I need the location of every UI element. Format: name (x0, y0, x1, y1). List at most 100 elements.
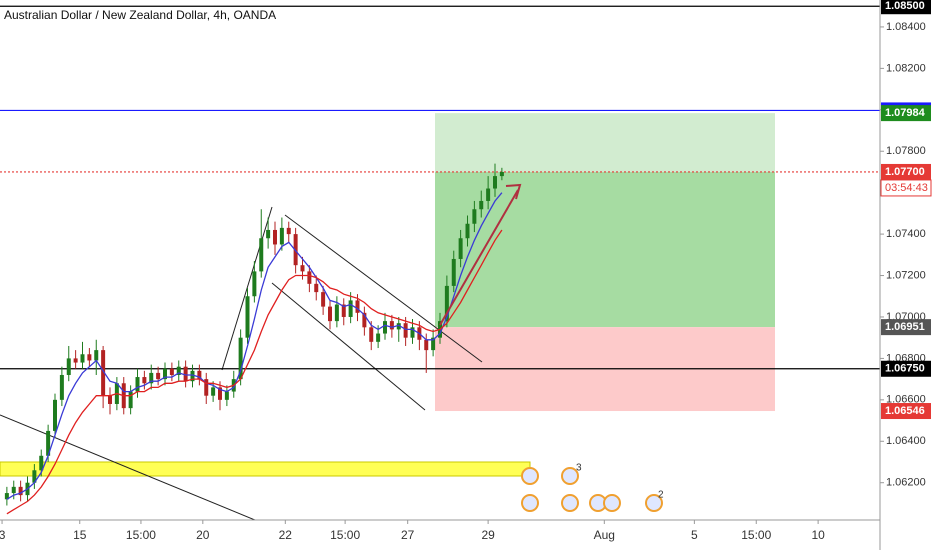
y-tick-label: 1.08200 (886, 62, 926, 74)
candle-body (334, 304, 339, 322)
event-count: 3 (576, 463, 582, 474)
countdown-bg (880, 179, 932, 197)
candle-body (369, 327, 374, 342)
candle-body (46, 430, 51, 456)
candle-body (410, 327, 415, 338)
candle-body (389, 321, 394, 330)
candle-body (245, 296, 250, 338)
price-label: 1.06951 (885, 321, 925, 333)
candle-body (190, 370, 195, 382)
x-tick-label: 3 (0, 528, 6, 542)
event-icon (561, 494, 579, 512)
y-tick-label: 1.07200 (886, 269, 926, 281)
candle-body (108, 395, 112, 404)
candle-body (149, 372, 154, 384)
candle-body (169, 368, 174, 375)
candle-body (273, 229, 277, 245)
price-label-bg (881, 319, 931, 336)
profit-zone-reached (435, 171, 775, 328)
candle-body (300, 265, 305, 272)
candle-body (211, 387, 216, 396)
price-label-bg (881, 163, 931, 180)
candle-body (451, 258, 456, 286)
candle-body (87, 354, 92, 361)
candle-body (197, 370, 202, 380)
candle-body (94, 350, 99, 361)
candle-body (156, 372, 161, 380)
x-tick-label: 15 (73, 528, 87, 542)
price-label-bg (881, 105, 931, 122)
candle-body (493, 176, 497, 189)
channel-lower (271, 282, 426, 411)
y-tick-label: 1.06600 (886, 394, 926, 406)
candle-body (362, 312, 367, 328)
candle-body (286, 227, 291, 235)
candle-body (293, 234, 298, 266)
x-tick-label: 15:00 (330, 528, 360, 542)
candle-body (307, 271, 312, 284)
event-icons: 3 2 (521, 463, 664, 512)
y-tick-label: 1.07400 (886, 228, 926, 240)
candle-body (142, 377, 147, 384)
y-tick-label: 1.07800 (886, 145, 926, 157)
candle-body (472, 209, 477, 224)
candle-body (431, 337, 436, 351)
candle-body (321, 292, 326, 307)
moving-average (6, 229, 503, 515)
candle-body (328, 306, 332, 322)
x-tick-label: Aug (594, 528, 615, 542)
x-tick-label: 20 (196, 528, 210, 542)
price-label: 1.07984 (885, 107, 926, 119)
candle-body (218, 387, 222, 400)
price-label: 1.08500 (885, 0, 925, 12)
candle-body (128, 391, 133, 409)
candle-body (355, 300, 360, 313)
price-label-bg (881, 403, 931, 420)
candle-body (383, 321, 387, 334)
price-label: 1.07700 (885, 166, 925, 178)
position-box (435, 113, 775, 412)
candle-body (396, 323, 401, 330)
countdown: 03:54:43 (885, 182, 928, 194)
candle-body (39, 455, 44, 471)
chart-title: Australian Dollar / New Zealand Dollar, … (4, 8, 276, 22)
price-label: 1.06750 (885, 363, 925, 375)
candle-body (403, 323, 408, 338)
event-icon (645, 494, 663, 512)
candle-body (53, 399, 57, 431)
candle-body (101, 350, 106, 396)
support-zone (0, 461, 531, 477)
candle-body (486, 188, 491, 201)
candle-body (341, 304, 346, 317)
candle-body (32, 470, 37, 483)
event-count: 2 (658, 490, 664, 501)
event-icon (521, 494, 539, 512)
event-icon (521, 467, 539, 485)
candle-body (252, 271, 257, 297)
candle-body (73, 358, 78, 363)
x-tick-label: 15:00 (126, 528, 156, 542)
candle-body (424, 339, 429, 351)
profit-zone (435, 113, 775, 172)
candle-body (80, 354, 85, 363)
event-icon (561, 467, 579, 485)
candle-body (224, 391, 229, 400)
candle-body (444, 285, 449, 322)
x-tick-label: 22 (279, 528, 293, 542)
x-tick-label: 10 (811, 528, 825, 542)
y-tick-label: 1.06200 (886, 477, 926, 489)
candle-body (279, 227, 284, 245)
candle-body (163, 368, 167, 380)
candle-body (314, 283, 319, 293)
candle-body (479, 200, 484, 210)
channel-upper (284, 214, 483, 363)
x-tick-label: 29 (481, 528, 495, 542)
candle-body (266, 229, 271, 239)
x-tick-label: 5 (691, 528, 698, 542)
candle-body (66, 358, 71, 375)
moving-average (6, 192, 503, 500)
x-tick-label: 15:00 (741, 528, 771, 542)
candle-body (18, 486, 23, 496)
y-tick-label: 1.06400 (886, 435, 926, 447)
price-label: 1.06546 (885, 405, 925, 417)
